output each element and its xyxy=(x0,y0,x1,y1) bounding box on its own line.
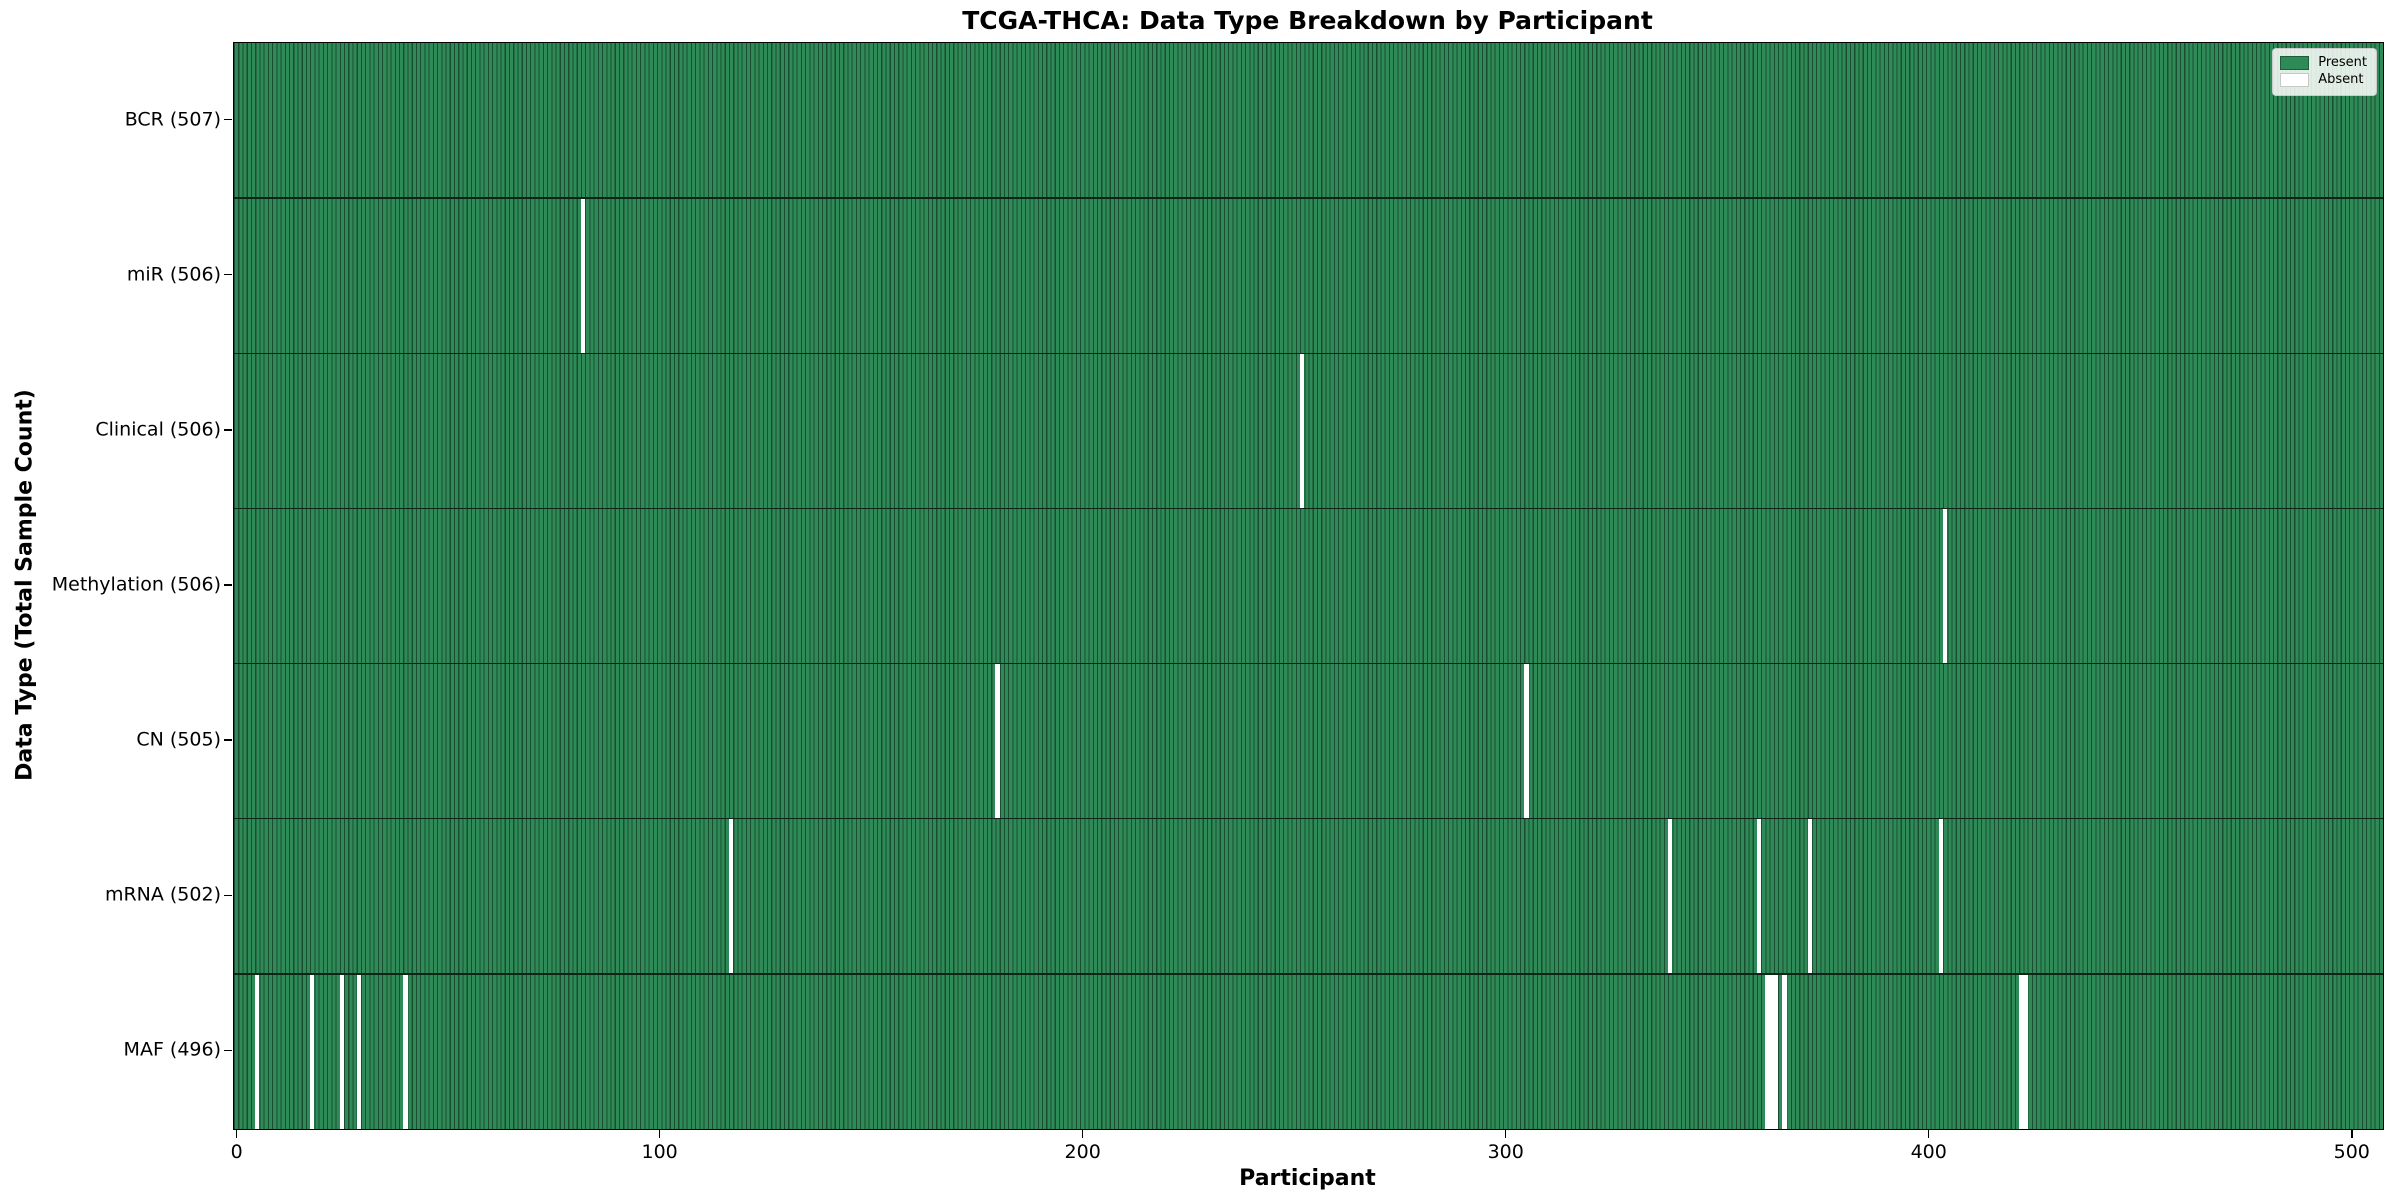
row-separator xyxy=(234,817,2383,820)
row-separator xyxy=(234,352,2383,355)
x-tick-label: 500 xyxy=(2333,1141,2370,1163)
row-separator xyxy=(234,973,2383,975)
row-maf xyxy=(234,973,2383,1129)
y-tick-mark xyxy=(224,584,232,586)
absent-marker xyxy=(2023,973,2028,1129)
absent-marker xyxy=(339,973,345,1129)
y-tick-mark xyxy=(224,1049,232,1052)
y-tick-label: BCR (507) xyxy=(124,108,221,131)
x-tick-mark xyxy=(1081,1129,1084,1138)
row-clinical xyxy=(234,353,2383,509)
legend-label-present: Present xyxy=(2318,55,2367,70)
x-tick-label: 0 xyxy=(230,1141,243,1163)
legend-item-present: Present xyxy=(2280,56,2367,70)
y-tick-mark xyxy=(224,429,232,431)
absent-marker xyxy=(1938,818,1944,974)
x-tick-mark xyxy=(1927,1129,1930,1138)
absent-marker xyxy=(1773,973,1779,1129)
x-tick-mark xyxy=(2351,1129,2353,1138)
absent-marker xyxy=(1807,818,1812,974)
y-tick-label: mRNA (502) xyxy=(104,883,221,906)
x-tick-label: 100 xyxy=(641,1141,678,1163)
chart-title: TCGA-THCA: Data Type Breakdown by Partic… xyxy=(962,6,1653,35)
y-tick-label: miR (506) xyxy=(126,263,221,286)
absent-marker xyxy=(1765,973,1770,1129)
row-cn xyxy=(234,663,2383,819)
row-separator xyxy=(234,662,2383,665)
absent-marker xyxy=(403,973,408,1129)
absent-marker xyxy=(1782,973,1787,1129)
absent-marker xyxy=(728,818,734,974)
x-tick-label: 200 xyxy=(1064,1141,1101,1163)
y-tick-mark xyxy=(224,739,232,741)
absent-marker xyxy=(2019,973,2024,1129)
absent-marker xyxy=(580,198,586,354)
legend-label-absent: Absent xyxy=(2318,72,2364,87)
row-mir xyxy=(234,198,2383,354)
row-bcr xyxy=(234,43,2383,199)
absent-marker xyxy=(995,663,1000,819)
present-swatch-icon xyxy=(2280,56,2310,70)
y-tick-label: Methylation (506) xyxy=(51,573,221,596)
y-tick-label: CN (505) xyxy=(136,728,221,751)
row-separator xyxy=(234,507,2383,510)
legend-item-absent: Absent xyxy=(2280,73,2367,87)
x-tick-mark xyxy=(658,1129,661,1138)
absent-marker xyxy=(1769,973,1774,1129)
absent-marker xyxy=(1942,508,1948,664)
y-tick-mark xyxy=(224,894,232,897)
absent-marker xyxy=(1667,818,1673,974)
row-mrna xyxy=(234,818,2383,974)
absent-marker xyxy=(1299,353,1305,509)
absent-marker xyxy=(356,973,361,1129)
absent-marker xyxy=(310,973,315,1129)
absent-swatch-icon xyxy=(2280,73,2310,87)
y-tick-mark xyxy=(224,273,232,276)
legend: Present Absent xyxy=(2272,48,2377,96)
y-tick-mark xyxy=(224,118,232,121)
absent-marker xyxy=(255,973,260,1129)
plot-area: Present Absent xyxy=(233,42,2384,1130)
row-methylation xyxy=(234,508,2383,664)
x-tick-mark xyxy=(1504,1129,1507,1138)
x-tick-label: 400 xyxy=(1910,1141,1947,1163)
y-tick-label: Clinical (506) xyxy=(95,418,221,441)
x-axis-title: Participant xyxy=(1239,1166,1376,1191)
row-separator xyxy=(234,197,2383,199)
y-tick-label: MAF (496) xyxy=(123,1038,221,1061)
absent-marker xyxy=(1524,663,1529,819)
x-tick-label: 300 xyxy=(1487,1141,1524,1163)
absent-marker xyxy=(1756,818,1762,974)
x-tick-mark xyxy=(235,1129,238,1138)
